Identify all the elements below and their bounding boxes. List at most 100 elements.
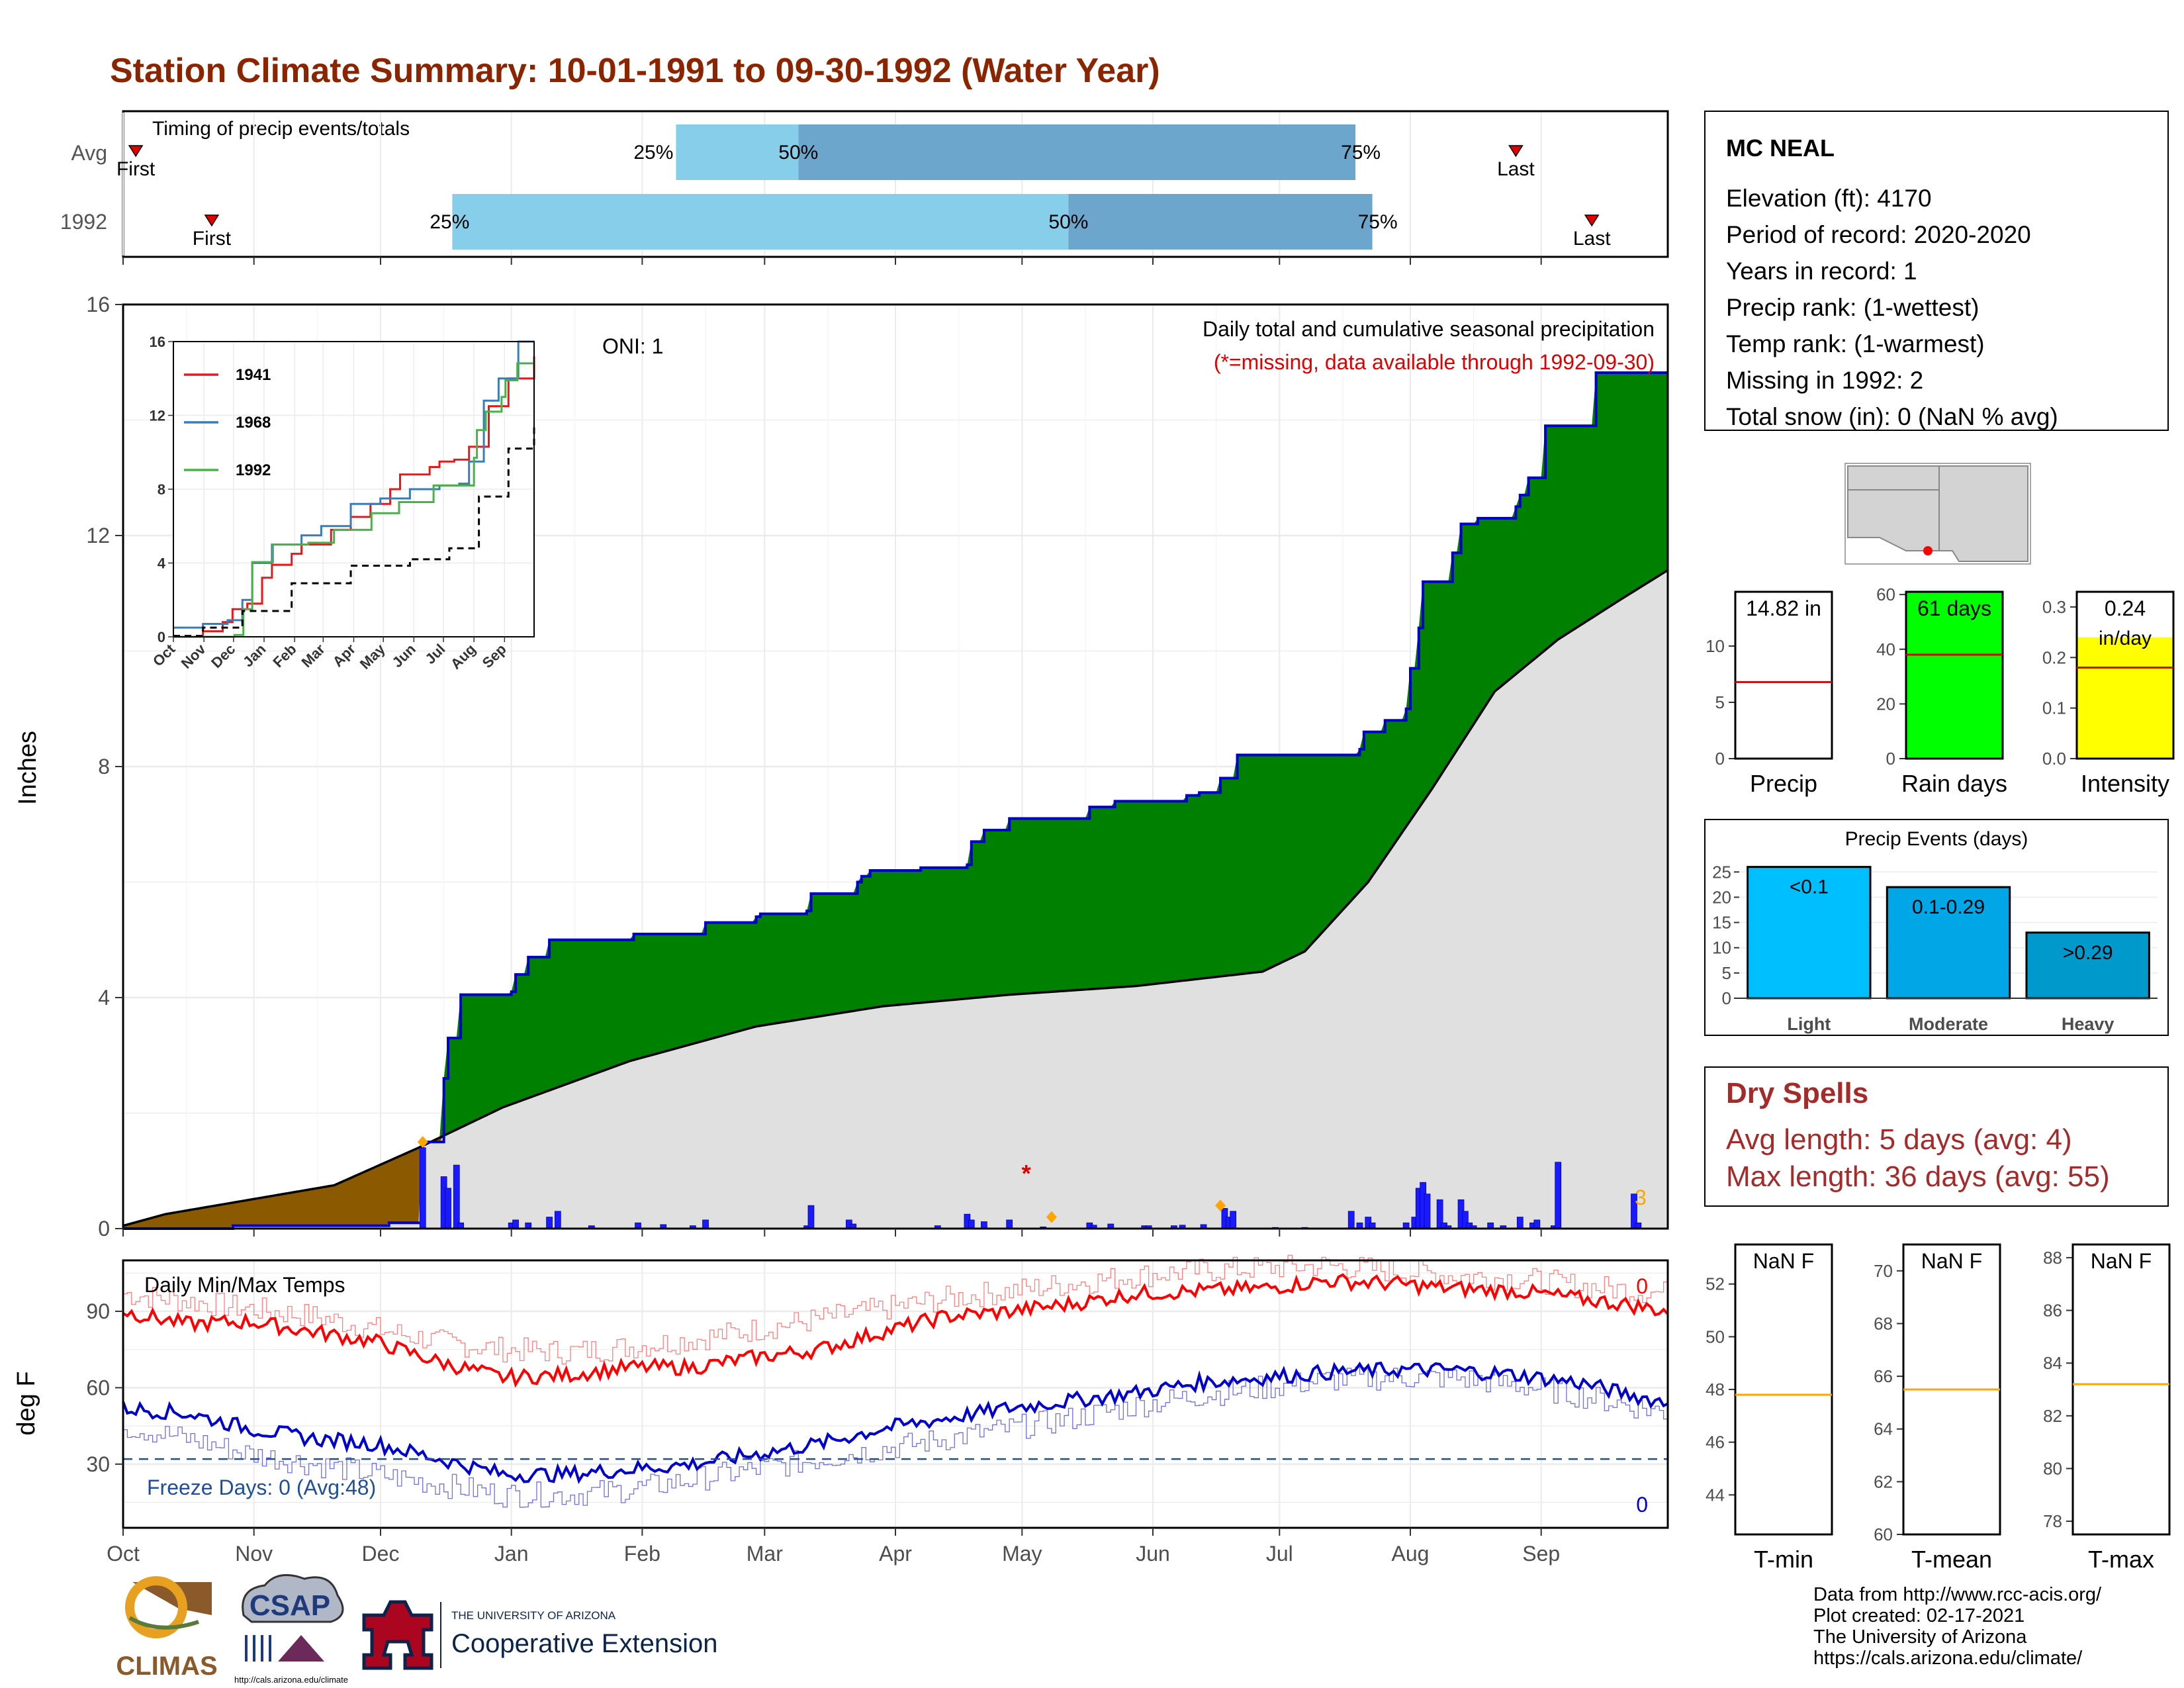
inset-ytick-label: 4 (158, 555, 166, 572)
gauge-precip: 0 5 10 14.82 in Precip (1706, 590, 1833, 797)
station-missing: Missing in 1992: 2 (1726, 367, 1923, 394)
events-category-label: Light (1787, 1014, 1831, 1034)
timing-row-avg-label: Avg (71, 141, 107, 165)
inset-xtick-label: Aug (447, 641, 479, 673)
above-average-area (123, 372, 1668, 1226)
main-ytick-label: 12 (86, 524, 110, 547)
station-total-snow: Total snow (in): 0 (NaN % avg) (1726, 403, 2058, 430)
daily-precip-bar (702, 1219, 709, 1229)
timing-bar-25-50 (452, 194, 1069, 250)
inset-ytick-label: 16 (150, 334, 165, 350)
events-title: Precip Events (days) (1845, 828, 2028, 850)
timing-bar-25-50 (676, 124, 799, 180)
avg-cumulative-line (122, 569, 1668, 1227)
temp-xtick-label: Nov (235, 1542, 273, 1566)
gauge-value-label: NaN F (1921, 1249, 1982, 1273)
timing-last-marker (1508, 145, 1524, 158)
daily-precip-bar (1516, 1217, 1524, 1229)
gauge-frame (1734, 1243, 1833, 1536)
gauge-value-label: 61 days (1917, 596, 1991, 620)
gauge-bar (1906, 592, 2003, 759)
timing-panel: Timing of precip events/totals Avg 1992 … (60, 110, 1669, 265)
gauge-ytick-label: 0 (1715, 749, 1725, 769)
footer: Data from http://www.rcc-acis.org/ Plot … (1813, 1584, 2102, 1669)
station-temp-rank: Temp rank: (1-warmest) (1726, 330, 1985, 357)
gauge-value-unit: in/day (2099, 628, 2152, 649)
events-bar (1747, 866, 1872, 1000)
inset-xtick-label: Jul (422, 641, 448, 667)
csap-text: CSAP (250, 1589, 330, 1622)
events-ytick-label: 5 (1722, 963, 1731, 983)
events-bar (2025, 931, 2150, 1000)
gauge-frame (2075, 590, 2175, 760)
inset-series-line-1992 (173, 362, 534, 638)
dry-spells-title: Dry Spells (1726, 1077, 1868, 1109)
inset-ytick-label: 0 (158, 629, 165, 645)
footer-url: https://cals.arizona.edu/climate/ (1813, 1648, 2083, 1669)
events-ytick-label: 25 (1712, 862, 1731, 882)
timing-p25-label: 25% (430, 211, 469, 233)
inset-legend-label: 1968 (236, 414, 271, 432)
daily-precip-bar (1424, 1194, 1431, 1229)
oni-label: ONI: 1 (602, 334, 663, 358)
temp-chart: 30 60 90 Oct Nov Dec Jan Feb Mar Apr May Jun Jul Aug S… (13, 1254, 1669, 1566)
gauge-frame (2071, 1243, 2171, 1536)
temp-xtick-label: Jul (1266, 1542, 1293, 1566)
csap-url: http://cals.arizona.edu/climate (234, 1675, 348, 1685)
timing-p75-label: 75% (1341, 142, 1381, 164)
daily-precip-bar (453, 1164, 460, 1229)
gauge-ytick-label: 50 (1706, 1327, 1725, 1346)
daily-precip-bar (554, 1211, 561, 1229)
tmax-avg-line (123, 1254, 1668, 1365)
gauge-ytick-label: 60 (1876, 585, 1895, 604)
locator-map (1844, 463, 2031, 565)
events-ytick-label: 20 (1712, 887, 1731, 907)
gauge-ytick-label: 5 (1715, 692, 1725, 712)
gauge-ytick-label: 88 (2043, 1248, 2062, 1268)
events-ytick-label: 0 (1722, 988, 1731, 1008)
timing-first-marker (204, 214, 220, 227)
precip-main-chart: * 0 4 8 12 16 Daily total and cumulative sea… (14, 293, 1669, 1241)
inset-xtick-label: May (357, 640, 388, 672)
station-name: MC NEAL (1726, 134, 1835, 162)
timing-bar-50-75 (798, 124, 1356, 180)
timing-first-label: First (193, 228, 232, 250)
inset-ytick-label: 8 (158, 481, 165, 498)
logos: CLIMAS CSAP http://cals.arizona.edu/clim… (116, 1573, 717, 1685)
gauge-ytick-label: 80 (2043, 1458, 2062, 1478)
footer-plot-created: Plot created: 02-17-2021 (1813, 1605, 2025, 1626)
timing-first-marker (128, 145, 144, 158)
temp-xtick-label: Sep (1522, 1542, 1560, 1566)
inset-legend-label: 1941 (236, 366, 271, 384)
timing-last-label: Last (1497, 158, 1535, 180)
gauge-value-label: NaN F (2091, 1249, 2152, 1273)
csap-logo: CSAP http://cals.arizona.edu/climate (234, 1573, 348, 1685)
gauge-title: T-max (2088, 1546, 2154, 1573)
daily-precip-bar (1555, 1162, 1562, 1229)
inset-xtick-label: Oct (150, 640, 179, 669)
main-title: Daily total and cumulative seasonal prec… (1203, 317, 1655, 341)
gauge-ytick-label: 52 (1706, 1274, 1725, 1294)
temp-xtick-label: Jan (494, 1542, 529, 1566)
daily-precip-bar (512, 1219, 519, 1229)
temp-xtick-label: Mar (747, 1542, 783, 1566)
temp-xtick-label: Feb (624, 1542, 660, 1566)
gauge-ytick-label: 48 (1706, 1380, 1725, 1399)
events-bar (1886, 886, 2011, 1000)
main-ytick-label: 4 (98, 986, 110, 1009)
gauge-value-label: 14.82 in (1746, 596, 1821, 620)
gauge-t-mean: 60 62 64 66 68 70 NaN F T-mean (1874, 1243, 2001, 1573)
university-big-text: Cooperative Extension (451, 1629, 717, 1658)
dry-spells-frame (1704, 1066, 2169, 1207)
main-ytick-label: 16 (86, 293, 110, 316)
tmin-missing-count: 0 (1636, 1493, 1648, 1517)
main-ylabel: Inches (14, 731, 42, 805)
gauge-frame (1905, 590, 2004, 760)
gauge-rain-days: 0 20 40 60 61 days Rain days (1876, 585, 2007, 797)
gauge-ytick-label: 64 (1874, 1419, 1893, 1439)
gauge-bar (2077, 637, 2173, 759)
station-precip-rank: Precip rank: (1-wettest) (1726, 294, 1979, 321)
temp-xtick-label: Aug (1392, 1542, 1430, 1566)
daily-precip-bar (807, 1205, 815, 1229)
